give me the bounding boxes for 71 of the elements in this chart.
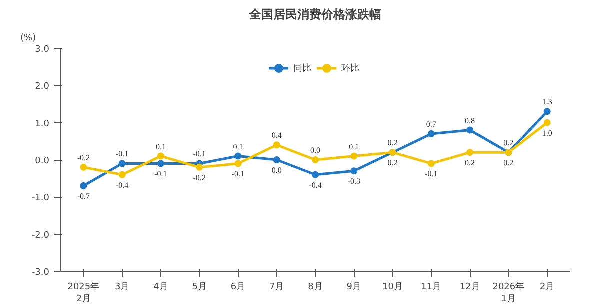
data-label: -0.3 [348, 177, 360, 186]
data-label: 1.3 [542, 98, 552, 107]
y-tick-label: -3.0 [32, 268, 50, 278]
data-label: -0.1 [154, 170, 168, 179]
data-label: 0.2 [388, 138, 398, 148]
point [157, 160, 164, 168]
point [196, 164, 204, 171]
y-tick-label: 3.0 [35, 45, 50, 55]
x-tick-label: 2026年 1月 [492, 282, 525, 304]
data-label: 1.0 [542, 128, 552, 138]
point [544, 108, 551, 116]
point [80, 164, 88, 171]
point [118, 160, 126, 168]
point [273, 156, 280, 164]
x-tick-label: 9月 [346, 282, 362, 292]
data-label: -0.1 [116, 150, 129, 159]
data-label: 0.2 [504, 138, 514, 148]
legend-label: 环比 [342, 62, 360, 74]
data-label: 0.1 [349, 142, 360, 152]
point [234, 152, 242, 160]
x-tick-label: 4月 [154, 282, 168, 292]
point [273, 142, 280, 149]
x-tick-label: 2月 [540, 282, 555, 292]
x-tick-label: 6月 [230, 282, 246, 292]
x-tick-label: 11月 [421, 282, 442, 292]
x-tick-label: 2025年 2月 [68, 282, 100, 304]
y-tick-label: 1.0 [35, 119, 50, 130]
legend-label: 同比 [294, 62, 312, 74]
point [157, 152, 164, 160]
data-label: 0.2 [465, 158, 476, 168]
data-label: 0.0 [310, 146, 320, 155]
data-label: 0.8 [465, 116, 476, 126]
data-label: -0.4 [309, 180, 322, 190]
data-label: -0.7 [77, 192, 90, 202]
y-tick-label: 0.0 [35, 156, 50, 166]
data-label: 0.4 [272, 131, 282, 140]
data-label: -0.2 [77, 153, 90, 162]
data-label: -0.1 [193, 150, 206, 159]
y-tick-label: 2.0 [35, 82, 50, 92]
data-label: -0.4 [116, 180, 129, 190]
data-label: 0.2 [388, 158, 398, 168]
y-tick-label: -2.0 [32, 230, 50, 241]
y-tick-label: -1.0 [32, 194, 50, 204]
data-label: -0.2 [193, 173, 206, 182]
point [350, 152, 358, 160]
point [466, 149, 474, 156]
data-label: 0.1 [233, 142, 244, 152]
chart-title: 全国居民消费价格涨跌幅 [248, 8, 382, 22]
point [544, 119, 551, 126]
point [428, 160, 435, 168]
point [118, 171, 126, 178]
x-tick-label: 12月 [460, 282, 480, 292]
x-tick-label: 5月 [192, 282, 207, 292]
point [466, 126, 474, 134]
data-label: 0.2 [504, 158, 514, 168]
point [80, 182, 88, 190]
point [350, 168, 358, 175]
data-label: 0.0 [272, 166, 282, 175]
y-axis-title: (%) [20, 34, 36, 44]
x-tick-label: 10月 [382, 282, 403, 292]
data-label: -0.1 [425, 170, 438, 179]
x-tick-label: 7月 [270, 282, 284, 292]
point [312, 156, 319, 164]
data-label: 0.1 [156, 142, 166, 152]
data-label: 0.7 [426, 120, 436, 129]
point [428, 130, 435, 138]
data-label: -0.1 [232, 170, 245, 179]
point [234, 160, 242, 168]
x-tick-label: 3月 [114, 282, 130, 292]
x-tick-label: 8月 [308, 282, 323, 292]
point [312, 171, 319, 178]
